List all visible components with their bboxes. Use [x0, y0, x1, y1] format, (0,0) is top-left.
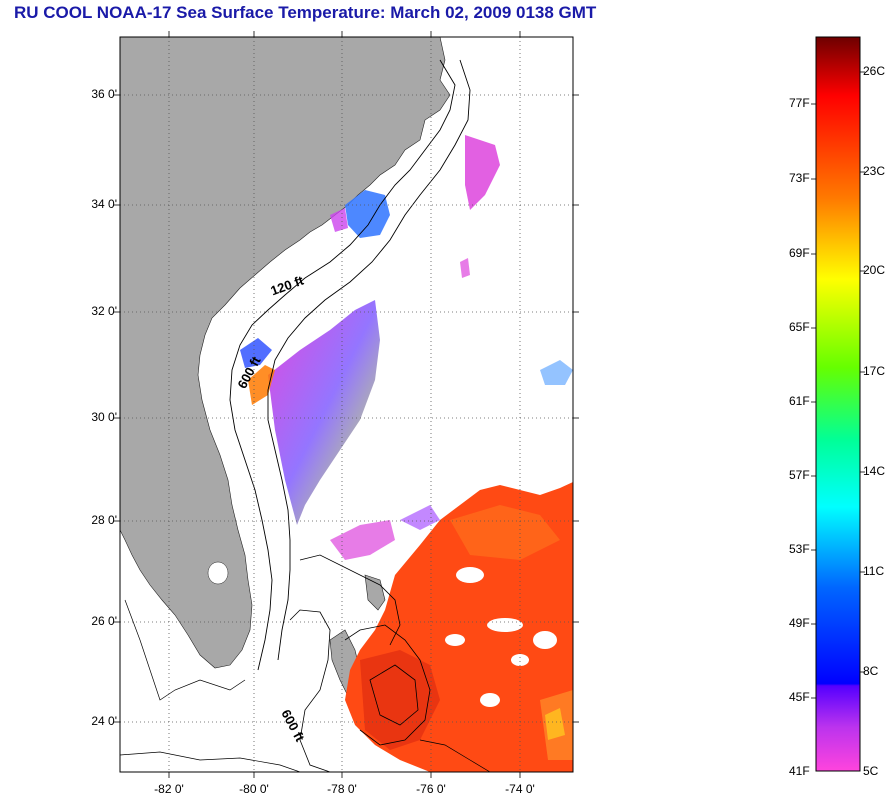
colorbar-label-c: 26C [863, 64, 886, 78]
colorbar-label-c: 8C [863, 664, 879, 678]
contour-120ft [229, 59, 456, 671]
lat-label: 34 0' [91, 197, 117, 211]
colorbar-label-f: 69F [789, 246, 810, 260]
lon-label: -74 0' [505, 782, 535, 796]
lat-label: 24 0' [91, 714, 117, 728]
lon-label: -78 0' [327, 782, 357, 796]
lat-label: 26 0' [91, 614, 117, 628]
colorbar-label-c: 5C [863, 764, 879, 778]
colorbar-ticks [811, 71, 865, 699]
colorbar-label-f: 65F [789, 320, 810, 334]
map-title: RU COOL NOAA-17 Sea Surface Temperature:… [14, 3, 597, 22]
colorbar-label-c: 20C [863, 263, 886, 277]
sst-cool-swath [268, 300, 380, 525]
colorbar-label-f: 77F [789, 96, 810, 110]
colorbar-label-f: 61F [789, 394, 810, 408]
lon-label: -76 0' [416, 782, 446, 796]
colorbar-label-f: 49F [789, 616, 810, 630]
map-border [119, 36, 574, 773]
axis-ticks [114, 31, 579, 778]
colorbar-label-c: 17C [863, 364, 886, 378]
colorbar-label-f: 73F [789, 171, 810, 185]
lon-label: -82 0' [154, 782, 184, 796]
colorbar-label-f: 45F [789, 690, 810, 704]
colorbar-label-f: 53F [789, 542, 810, 556]
contour-600ft [267, 59, 471, 661]
sst-cold-patch [345, 190, 390, 238]
colorbar-label-c: 14C [863, 464, 886, 478]
lat-label: 28 0' [91, 513, 117, 527]
lat-label: 36 0' [91, 87, 117, 101]
colorbar-label-c: 23C [863, 164, 886, 178]
land-mass [120, 37, 451, 669]
lat-label: 32 0' [91, 304, 117, 318]
lat-label: 30 0' [91, 410, 117, 424]
graticule [120, 37, 573, 772]
colorbar-label-c: 11C [863, 564, 885, 578]
bahamas-land [364, 574, 386, 611]
colorbar-label-f: 57F [789, 468, 810, 482]
lon-label: -80 0' [239, 782, 269, 796]
colorbar-label-f: 41F [789, 764, 810, 778]
colorbar [815, 36, 861, 772]
